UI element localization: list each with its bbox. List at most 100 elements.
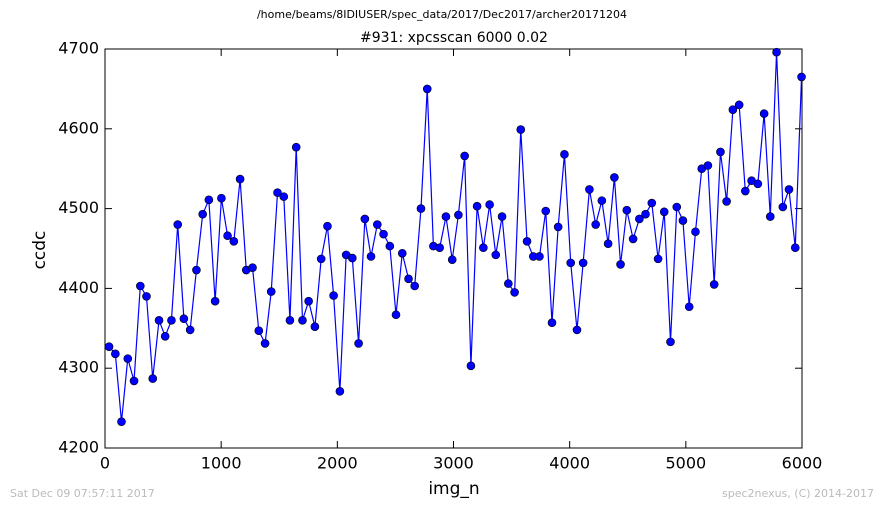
data-point bbox=[210, 296, 220, 306]
y-tick-label: 4500 bbox=[58, 198, 99, 217]
data-point bbox=[454, 210, 463, 220]
data-point bbox=[497, 212, 507, 221]
data-point bbox=[235, 174, 245, 184]
data-point bbox=[104, 342, 114, 351]
data-point bbox=[142, 292, 151, 301]
data-point bbox=[522, 237, 532, 246]
data-point bbox=[447, 255, 457, 264]
data-point bbox=[298, 316, 307, 325]
data-point bbox=[765, 212, 775, 221]
data-point bbox=[260, 339, 270, 348]
data-point bbox=[722, 197, 731, 206]
data-point bbox=[547, 318, 557, 328]
data-point bbox=[635, 214, 644, 224]
data-point bbox=[385, 241, 395, 251]
data-point bbox=[460, 151, 469, 161]
x-tick-label: 1000 bbox=[201, 454, 242, 473]
data-line bbox=[108, 52, 803, 422]
data-point bbox=[790, 243, 800, 253]
x-axis-label: img_n bbox=[428, 479, 479, 499]
data-point bbox=[491, 250, 501, 260]
x-tick-label: 6000 bbox=[782, 454, 823, 473]
y-tick-label: 4200 bbox=[58, 438, 99, 457]
data-point bbox=[441, 212, 451, 221]
data-point bbox=[622, 205, 632, 215]
data-point bbox=[759, 109, 769, 118]
data-point bbox=[641, 209, 650, 219]
data-point bbox=[772, 47, 781, 57]
data-point bbox=[192, 265, 201, 275]
data-point bbox=[304, 296, 313, 306]
data-point bbox=[248, 263, 257, 272]
data-point bbox=[154, 316, 164, 325]
data-point bbox=[266, 287, 276, 296]
data-point bbox=[229, 237, 239, 246]
data-point bbox=[597, 196, 607, 205]
data-point bbox=[379, 229, 388, 239]
data-point bbox=[291, 142, 301, 152]
data-point bbox=[416, 204, 426, 213]
data-point bbox=[360, 214, 370, 224]
data-point bbox=[117, 417, 126, 426]
y-tick-label: 4600 bbox=[58, 118, 99, 137]
data-point bbox=[784, 185, 794, 194]
data-point bbox=[591, 220, 600, 229]
y-tick-label: 4700 bbox=[58, 39, 99, 58]
y-tick-label: 4400 bbox=[58, 278, 99, 297]
data-point bbox=[179, 314, 189, 324]
data-point bbox=[397, 248, 407, 258]
data-point bbox=[185, 325, 195, 335]
data-point bbox=[797, 72, 806, 82]
data-point bbox=[659, 207, 669, 217]
data-point bbox=[585, 185, 594, 194]
data-point bbox=[653, 254, 663, 264]
data-point bbox=[541, 206, 551, 216]
data-point bbox=[422, 84, 432, 94]
footer-left: Sat Dec 09 07:57:11 2017 bbox=[10, 487, 155, 500]
data-point bbox=[173, 220, 183, 229]
x-tick-label: 4000 bbox=[549, 454, 590, 473]
data-point bbox=[111, 349, 120, 359]
data-point bbox=[691, 227, 700, 237]
data-point bbox=[553, 222, 563, 232]
data-point bbox=[123, 354, 133, 363]
data-point bbox=[678, 216, 688, 225]
data-point bbox=[753, 179, 763, 189]
data-point bbox=[778, 202, 788, 212]
data-point bbox=[479, 243, 488, 253]
data-point bbox=[335, 387, 345, 396]
data-point bbox=[279, 192, 289, 201]
suptitle: /home/beams/8IDIUSER/spec_data/2017/Dec2… bbox=[257, 8, 627, 21]
data-point bbox=[366, 252, 376, 261]
data-point bbox=[616, 260, 625, 269]
data-point bbox=[578, 258, 588, 268]
data-point bbox=[404, 274, 413, 284]
data-point bbox=[273, 188, 282, 197]
data-point bbox=[510, 288, 519, 297]
data-point bbox=[316, 254, 326, 264]
data-point bbox=[466, 361, 476, 371]
y-tick-label: 4300 bbox=[58, 358, 99, 377]
data-point bbox=[136, 281, 145, 291]
data-point bbox=[485, 200, 494, 209]
data-point bbox=[566, 258, 576, 268]
x-tick-label: 0 bbox=[100, 454, 110, 473]
data-point bbox=[391, 310, 401, 320]
data-point bbox=[204, 195, 214, 205]
data-point bbox=[254, 326, 264, 335]
data-point bbox=[310, 322, 320, 332]
data-point bbox=[728, 105, 738, 114]
data-point bbox=[148, 374, 158, 383]
data-point bbox=[610, 173, 619, 182]
data-point bbox=[129, 376, 139, 386]
data-point bbox=[354, 339, 363, 348]
data-point bbox=[628, 234, 638, 244]
data-point bbox=[516, 125, 526, 134]
x-tick-label: 5000 bbox=[665, 454, 706, 473]
data-point bbox=[684, 302, 694, 312]
data-point bbox=[160, 331, 170, 341]
data-point bbox=[647, 198, 657, 208]
chart-title: #931: xpcsscan 6000 0.02 bbox=[360, 30, 548, 46]
